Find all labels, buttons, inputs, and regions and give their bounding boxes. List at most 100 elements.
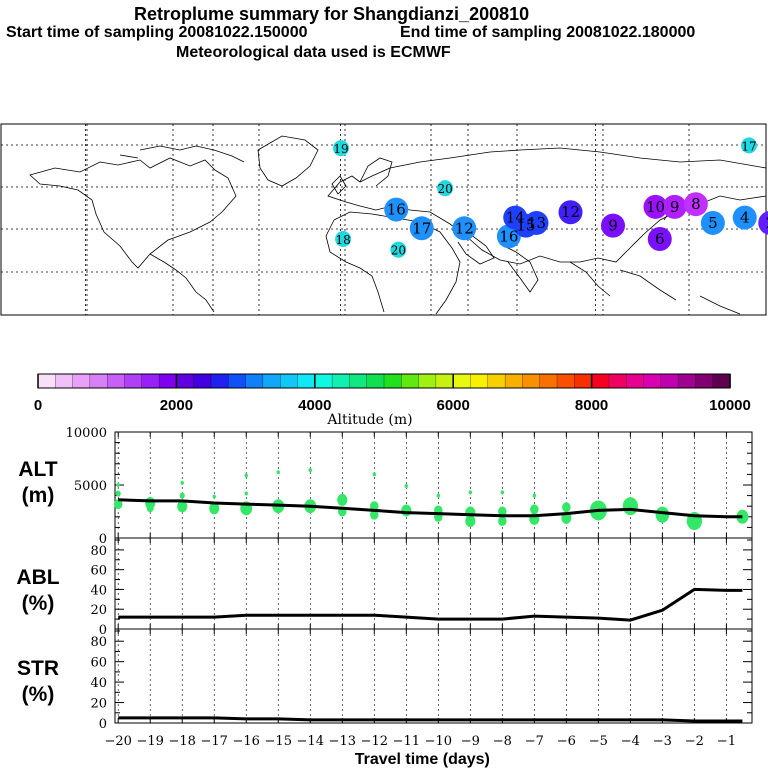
plume-point <box>622 497 639 516</box>
header: Retroplume summary for Shangdianzi_20081… <box>0 0 768 70</box>
x-tick-label: −4 <box>621 734 640 749</box>
plume-point <box>180 480 184 485</box>
panel-ylabel-unit: (%) <box>22 592 55 615</box>
colorbar-cell <box>591 373 610 389</box>
plume-point <box>500 490 505 495</box>
plume-circle <box>409 216 434 241</box>
y-tick-label: 0 <box>99 717 107 732</box>
plume-circle <box>390 241 407 258</box>
retroplume-map: 19172016171820121615141312910986542 <box>0 123 768 316</box>
series-line-alt <box>118 498 743 519</box>
plume-label: 10 <box>646 198 665 216</box>
chart-title: Retroplume summary for Shangdianzi_20081… <box>134 4 530 24</box>
plume-point <box>468 490 473 495</box>
colorbar-cell <box>72 373 91 389</box>
y-tick-label: 0 <box>99 623 107 638</box>
colorbar-cell <box>228 373 247 389</box>
colorbar-cell <box>453 373 472 389</box>
colorbar-cell <box>487 373 506 389</box>
x-tick-label: −1 <box>717 734 736 749</box>
colorbar-cell <box>470 373 489 389</box>
coast-uk <box>331 175 347 195</box>
plume-point <box>562 502 571 513</box>
plume-point <box>179 492 185 499</box>
plume-circle <box>683 192 708 217</box>
x-tick-label: −3 <box>653 734 672 749</box>
plume-label: 20 <box>437 182 452 196</box>
plume-label: 9 <box>608 217 618 235</box>
plume-point <box>212 494 216 499</box>
colorbar-cell <box>280 373 299 389</box>
plume-point <box>655 506 670 523</box>
panel-ylabel: STR <box>17 657 59 680</box>
y-tick-label: 40 <box>90 676 107 691</box>
panel-abl: 80 60 40 20 0 ABL (%) <box>16 537 753 638</box>
coast-scandinavia <box>359 157 393 187</box>
x-tick-label: −14 <box>297 734 324 749</box>
colorbar-cell <box>193 373 212 389</box>
plume-label: 6 <box>655 230 665 248</box>
colorbar-cell <box>418 373 437 389</box>
x-tick-label: −13 <box>329 734 356 749</box>
colorbar-cell <box>141 373 160 389</box>
plume-point <box>404 484 408 489</box>
plume-point <box>209 502 220 515</box>
colorbar-cell <box>124 373 143 389</box>
colorbar-cell <box>574 373 593 389</box>
plume-point <box>177 500 188 513</box>
plume-label: 20 <box>391 244 406 258</box>
plume-label: 5 <box>708 214 718 232</box>
plume-circle <box>384 197 409 222</box>
y-tick-label: 40 <box>90 583 107 598</box>
x-tick-label: −16 <box>233 734 260 749</box>
y-tick-label: 60 <box>90 656 107 671</box>
x-tick-label: −11 <box>393 734 420 749</box>
plume-circle <box>643 194 668 219</box>
plume-circle <box>732 205 757 230</box>
colorbar-cell <box>660 373 679 389</box>
colorbar-cell <box>401 373 420 389</box>
plume-label: 18 <box>335 233 350 247</box>
colorbar-cell <box>522 373 541 389</box>
plume-circles <box>333 137 768 258</box>
plume-point <box>498 516 507 527</box>
plume-circle <box>601 213 625 238</box>
x-tick-label: −20 <box>104 734 131 749</box>
plume-point <box>308 468 312 473</box>
plume-label: 16 <box>387 201 406 219</box>
panel-ylabel-unit: (m) <box>22 484 55 507</box>
plume-point <box>244 473 248 478</box>
plume-circle <box>647 226 672 251</box>
panel-alt: 10000 5000 0 ALT (m) <box>18 426 753 547</box>
plume-point <box>465 515 476 528</box>
colorbar-cell <box>331 373 351 389</box>
plume-point <box>370 501 379 512</box>
x-tick-label: −8 <box>493 734 512 749</box>
coast-central-america <box>149 253 215 313</box>
colorbar-cell <box>435 373 454 389</box>
x-tick-label: −19 <box>136 734 163 749</box>
plume-circle <box>452 216 477 241</box>
colorbar-cell <box>504 373 524 389</box>
plume-point <box>436 493 441 498</box>
series-line-str <box>118 716 743 723</box>
plume-label: 12 <box>561 203 580 221</box>
coast-arctic-islands <box>119 145 245 163</box>
y-tick-label: 10000 <box>66 426 107 441</box>
panel-frame <box>114 431 753 539</box>
coast-greenland <box>257 135 319 187</box>
plume-label: 4 <box>740 209 750 227</box>
plume-circle <box>700 210 725 235</box>
colorbar-cell <box>695 373 714 389</box>
plume-point <box>115 490 121 497</box>
time-series-panels: 10000 5000 0 ALT (m) 80 60 40 20 0 ABL (%) 80 60 40 20 0… <box>16 426 753 768</box>
plume-circle <box>524 210 549 235</box>
plume-labels: 19172016171820121615141312910986542 <box>333 139 768 257</box>
plume-circle <box>758 211 768 235</box>
x-tick-label: −12 <box>361 734 388 749</box>
plume-label: 19 <box>333 142 348 156</box>
plume-circle <box>333 140 349 157</box>
x-tick-label: −7 <box>525 734 544 749</box>
